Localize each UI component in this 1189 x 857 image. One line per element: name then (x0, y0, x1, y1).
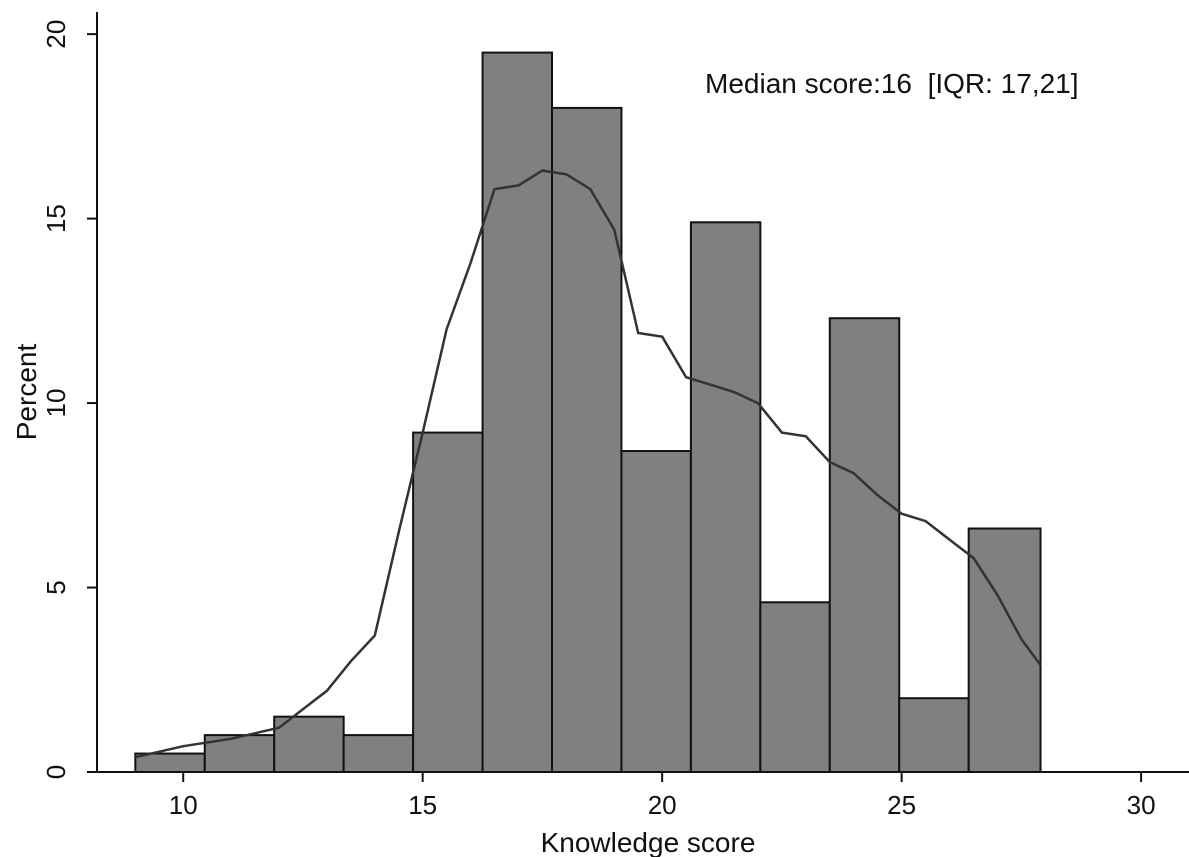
histogram-bar (412, 431, 484, 773)
y-tick-label: 20 (41, 20, 71, 49)
histogram-bar (481, 51, 554, 774)
y-axis-ticks: 0 5 10 15 20 (41, 20, 97, 779)
histogram-bar (898, 697, 970, 773)
histogram-bar (828, 317, 901, 773)
y-tick-label: 10 (41, 389, 71, 418)
x-tick-label: 15 (408, 790, 437, 820)
y-axis-label: Percent (11, 344, 42, 441)
histogram-bar (551, 106, 623, 774)
histogram-bar (273, 715, 345, 774)
histogram-bars (134, 51, 1042, 774)
histogram-bar (134, 752, 206, 774)
x-tick-label: 10 (169, 790, 198, 820)
median-annotation: Median score:16 [IQR: 17,21] (705, 68, 1079, 99)
x-tick-label: 25 (887, 790, 916, 820)
histogram-bar (342, 734, 415, 774)
density-curve (135, 169, 1042, 759)
x-tick-label: 30 (1127, 790, 1156, 820)
x-axis-label: Knowledge score (541, 827, 756, 857)
histogram-bar (759, 601, 831, 773)
y-tick-label: 5 (41, 580, 71, 594)
x-axis-ticks: 10 15 20 25 30 (169, 772, 1156, 820)
y-tick-label: 15 (41, 204, 71, 233)
x-tick-label: 20 (648, 790, 677, 820)
histogram-bar (620, 450, 692, 773)
histogram-bar (689, 221, 762, 773)
y-tick-label: 0 (41, 765, 71, 779)
